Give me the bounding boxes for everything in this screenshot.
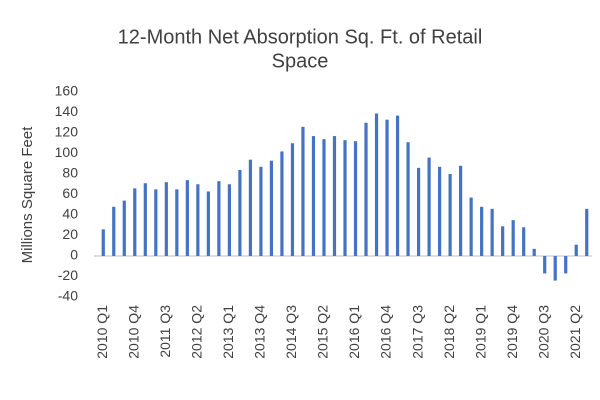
x-tick-label: 2013 Q4 [252,305,268,359]
chart-title: 12-Month Net Absorption Sq. Ft. of Retai… [118,26,483,48]
bar [259,166,263,256]
y-tick-label: 0 [70,247,78,263]
bar [416,167,421,256]
x-tick-label: 2018 Q2 [441,305,457,359]
x-tick-label: 2014 Q3 [283,305,299,359]
bar [332,136,337,256]
bar [364,122,368,256]
bar [322,139,326,256]
bar [585,208,589,256]
bar [290,143,295,256]
y-tick-label: 40 [62,206,78,222]
y-tick-label: 160 [55,83,79,99]
y-tick-label: -40 [58,288,78,304]
bar [269,160,274,256]
bar [427,157,431,256]
x-tick-label: 2011 Q3 [157,305,173,358]
y-tick-label: -20 [58,267,78,283]
bar [395,115,400,256]
y-tick-label: 60 [62,185,78,201]
x-tick-label: 2012 Q2 [189,305,205,359]
bar [175,189,179,256]
y-axis-label: Millions Square Feet [19,126,36,264]
bar [437,166,442,256]
x-tick-label: 2020 Q3 [535,305,551,359]
bar [532,248,536,256]
x-tick-label: 2010 Q1 [94,305,110,359]
x-tick-label: 2016 Q1 [346,305,362,359]
bar [238,169,242,256]
bar [122,200,126,256]
x-tick-label: 2016 Q4 [378,305,394,359]
x-tick-label: 2019 Q1 [472,305,488,359]
bar [164,182,168,256]
bar [374,113,379,257]
x-tick-label: 2021 Q2 [567,305,583,359]
bar [480,206,484,256]
bar [143,183,147,256]
bar [101,229,105,256]
bar [206,191,210,256]
bar [522,227,526,256]
bar [469,197,473,256]
bar [459,165,463,256]
chart-title: Space [272,50,329,72]
x-tick-label: 2015 Q2 [315,305,331,359]
bar [301,126,305,256]
bar [217,181,221,256]
bar [574,244,578,256]
x-tick-label: 2017 Q3 [409,305,425,359]
bar [133,188,137,256]
x-tick-label: 2019 Q4 [504,305,520,359]
bar [385,119,389,256]
bar [490,208,494,256]
bar [564,256,568,274]
y-tick-label: 80 [62,165,78,181]
y-tick-label: 20 [62,226,78,242]
bar [501,226,505,256]
bar [280,151,284,256]
bar [343,140,347,256]
bar [448,174,452,256]
bar [353,141,358,256]
y-tick-label: 100 [55,144,79,160]
y-tick-label: 140 [55,103,79,119]
bar [154,189,158,256]
bar [248,159,253,256]
bar [511,220,515,256]
x-tick-label: 2010 Q4 [125,305,141,359]
bar [406,142,410,256]
bar [553,256,557,281]
y-tick-label: 120 [55,124,79,140]
bar [311,136,316,256]
bar [543,256,547,274]
bar [227,184,231,256]
x-tick-label: 2013 Q1 [220,305,236,359]
bar [185,180,189,256]
bar [196,184,200,256]
bar [112,206,116,256]
